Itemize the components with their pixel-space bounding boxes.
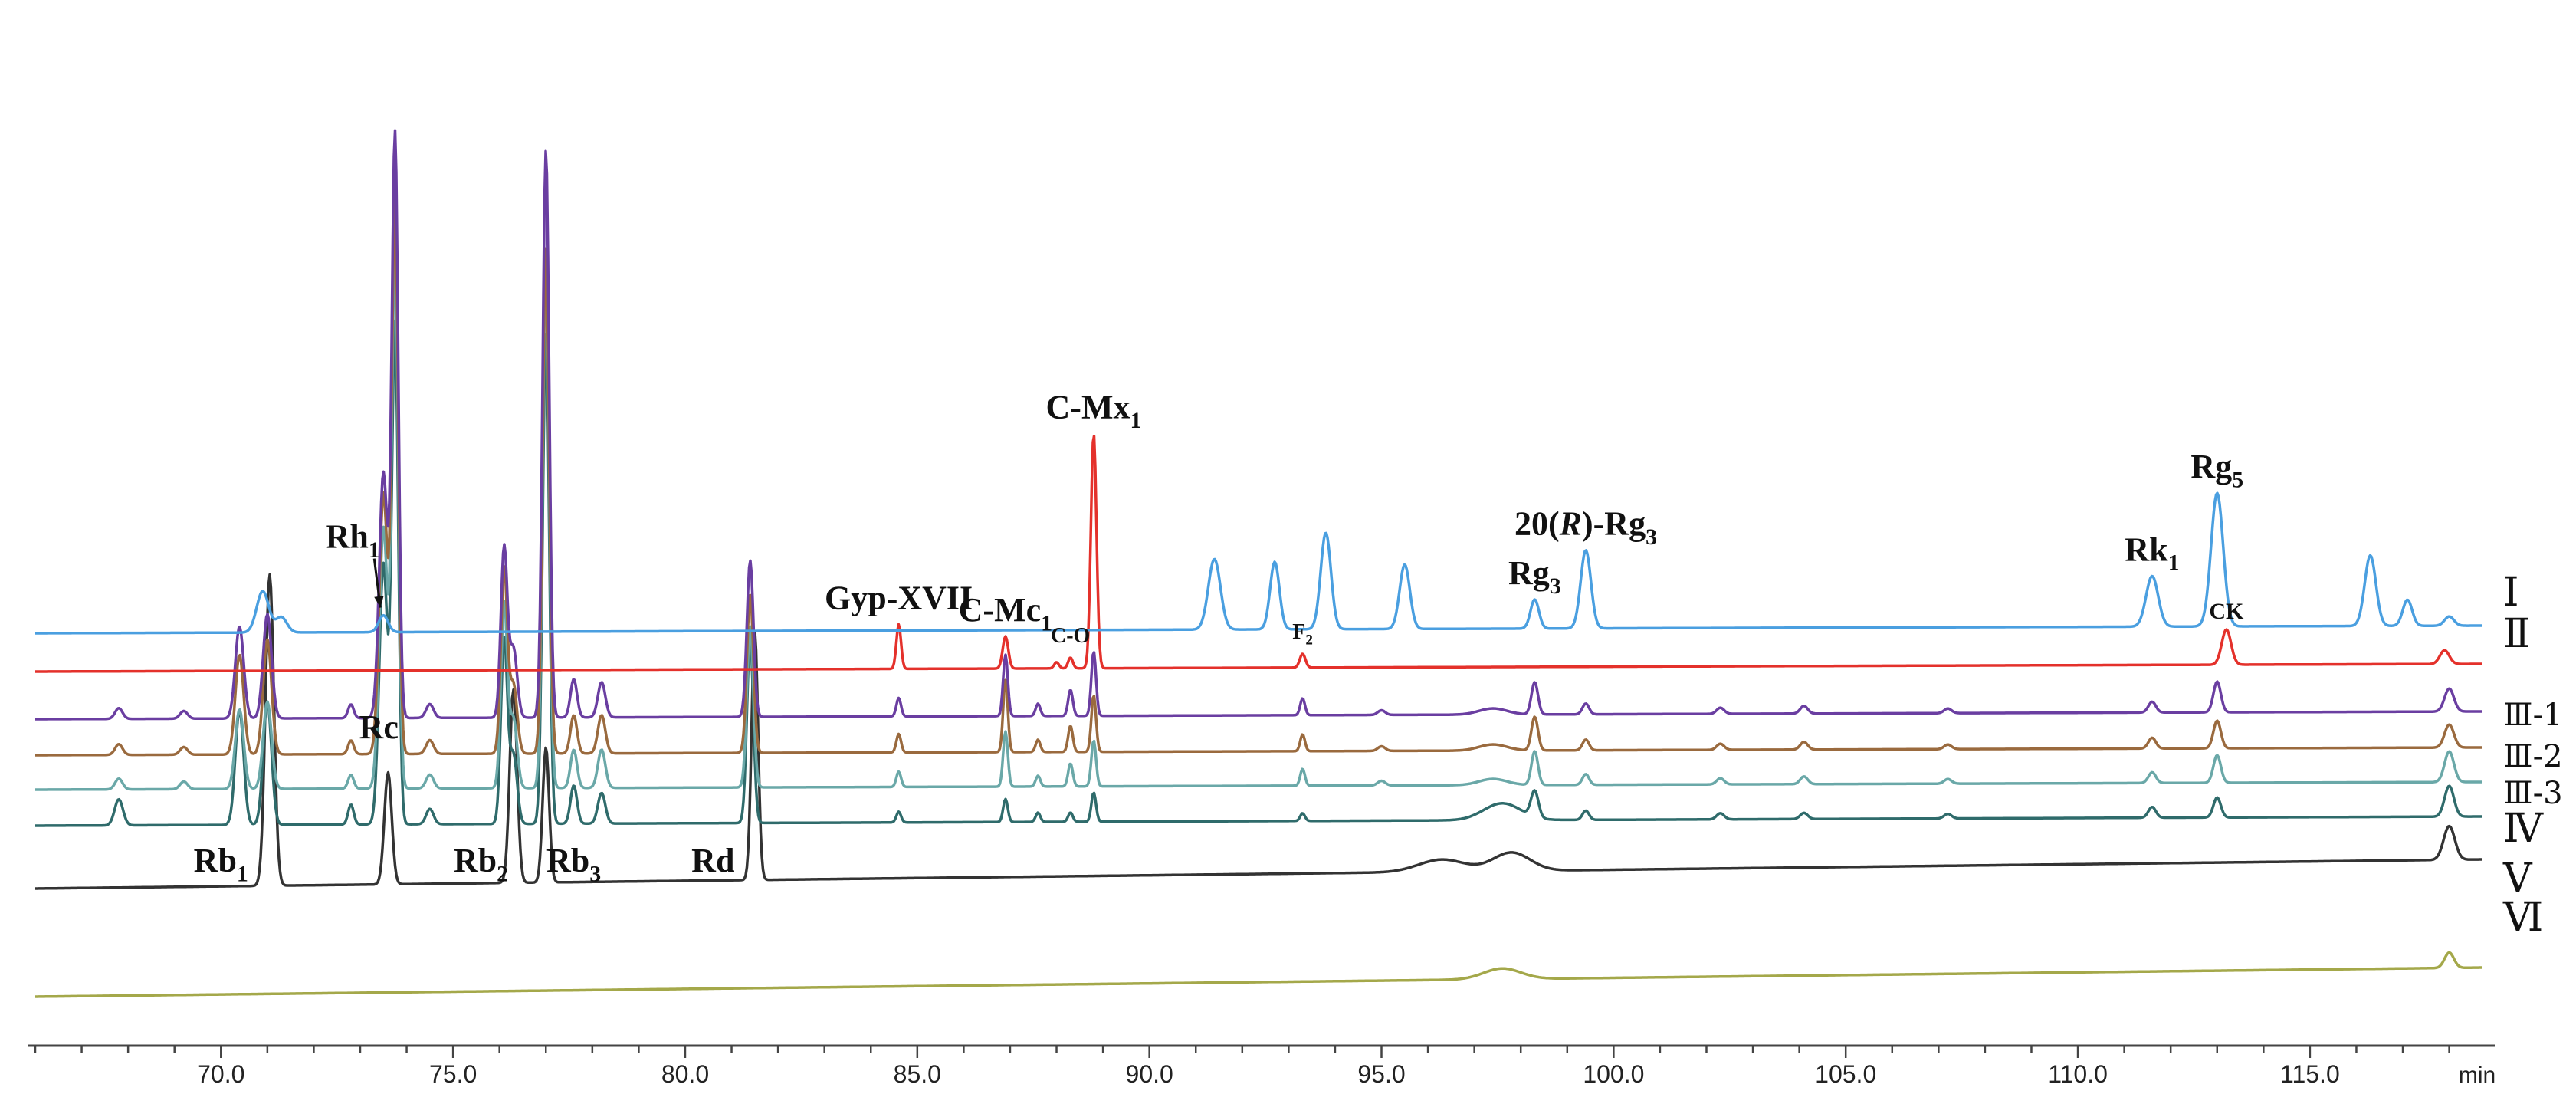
trace-label-1: Ⅰ [2503, 570, 2519, 616]
trace-line-7 [34, 573, 2482, 890]
x-tick-label: 95.0 [1357, 1060, 1405, 1088]
peak-label-5: C-Mx1 [1046, 389, 1142, 433]
trace-label-7: Ⅴ [2502, 856, 2533, 902]
trace-label-3: Ⅲ-1 [2503, 698, 2563, 733]
x-axis: 70.0 75.0 80.0 85.0 90.0 95.0 100.0 105.0 110.0 1… [28, 1044, 2496, 1088]
chromatogram-traces [34, 129, 2482, 998]
peak-label-16: Rd [691, 842, 734, 879]
trace-label-8: Ⅵ [2502, 895, 2543, 941]
trace-label-4: Ⅲ-2 [2503, 739, 2563, 774]
x-tick-label: 105.0 [1815, 1060, 1876, 1088]
peak-label-13: Rc [359, 708, 399, 746]
x-tick-label: 100.0 [1583, 1060, 1644, 1088]
peak-arrowhead-1 [374, 596, 384, 608]
peak-label-8: 20(R)-Rg3 [1514, 505, 1657, 550]
x-tick-label: 85.0 [894, 1060, 941, 1088]
x-tick-label: 110.0 [2048, 1060, 2108, 1088]
x-tick-label: 70.0 [197, 1060, 244, 1088]
peak-label-10: Rg5 [2190, 448, 2243, 492]
trace-label-2: Ⅱ [2503, 611, 2530, 657]
peak-label-2: Gyp-XVII [825, 579, 973, 616]
x-tick-label: 80.0 [661, 1060, 709, 1088]
peak-label-7: Rg3 [1508, 554, 1561, 599]
peak-label-15: Rb3 [546, 842, 601, 886]
peak-label-9: Rk1 [2125, 531, 2179, 575]
trace-line-2 [34, 435, 2482, 673]
trace-line-4 [34, 196, 2482, 757]
peak-label-6: F2 [1292, 620, 1313, 649]
trace-line-8 [34, 951, 2482, 998]
peak-label-3: C-Mc1 [959, 591, 1052, 636]
trace-line-1 [34, 491, 2482, 635]
x-tick-label: 90.0 [1126, 1060, 1173, 1088]
trace-line-6 [34, 319, 2482, 827]
x-tick-label: 75.0 [429, 1060, 477, 1088]
peak-label-12: Rb1 [194, 842, 248, 886]
trace-label-5: Ⅲ-3 [2503, 776, 2563, 811]
peak-label-11: CK [2209, 599, 2244, 624]
peak-label-4: C-O [1051, 624, 1090, 648]
peak-label-1: Rh1 [326, 518, 380, 563]
x-axis-unit-label: min [2459, 1063, 2496, 1088]
trace-label-6: Ⅳ [2503, 806, 2544, 852]
trace-line-5 [34, 245, 2482, 791]
trace-line-3 [34, 129, 2482, 721]
x-axis-ticks: 70.0 75.0 80.0 85.0 90.0 95.0 100.0 105.0 110.0 1… [34, 1046, 2450, 1088]
peak-label-14: Rb2 [454, 842, 508, 886]
x-tick-label: 115.0 [2280, 1060, 2340, 1088]
